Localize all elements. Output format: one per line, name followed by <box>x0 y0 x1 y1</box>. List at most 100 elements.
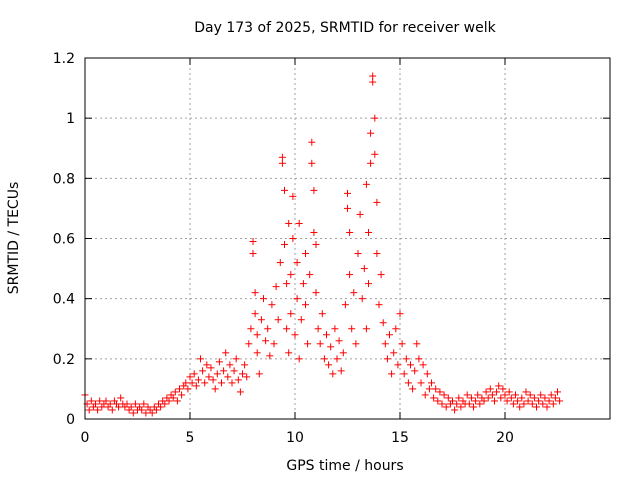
data-point <box>230 367 238 375</box>
data-point <box>318 310 326 318</box>
data-point <box>281 241 288 249</box>
data-point <box>488 391 496 399</box>
data-point <box>344 204 351 212</box>
y-tick-label: 0 <box>66 412 75 428</box>
data-point <box>362 325 370 333</box>
data-point <box>417 379 425 387</box>
data-point <box>331 325 339 333</box>
data-point <box>295 219 303 227</box>
data-point <box>398 340 406 348</box>
data-point <box>255 370 263 378</box>
data-point <box>209 376 217 384</box>
data-point <box>287 271 295 279</box>
data-point <box>178 391 186 399</box>
data-point <box>467 394 475 402</box>
data-point <box>554 388 561 396</box>
data-point <box>472 397 480 405</box>
data-point <box>289 235 297 242</box>
data-point <box>413 340 421 348</box>
data-points <box>81 72 564 417</box>
data-point <box>547 391 555 399</box>
data-point <box>367 159 375 167</box>
data-point <box>207 364 215 372</box>
data-point <box>194 376 202 384</box>
data-point <box>190 370 198 378</box>
data-point <box>407 361 414 369</box>
data-point <box>551 394 559 402</box>
data-point <box>522 388 530 396</box>
data-point <box>430 394 438 402</box>
data-point <box>220 367 228 375</box>
data-point <box>253 331 261 339</box>
data-point <box>358 295 366 303</box>
y-tick-label: 0.6 <box>53 232 75 248</box>
data-point <box>184 385 192 393</box>
data-point <box>484 394 492 402</box>
data-point <box>329 370 337 378</box>
data-point <box>108 406 116 414</box>
x-tick-label: 5 <box>186 430 195 446</box>
data-point <box>316 340 324 348</box>
data-point <box>388 370 396 378</box>
data-point <box>377 271 385 279</box>
data-point <box>470 403 477 411</box>
data-point <box>505 388 513 396</box>
data-point <box>176 385 183 393</box>
data-point <box>367 129 375 137</box>
data-point <box>310 228 318 236</box>
data-point <box>281 186 288 194</box>
data-point <box>526 391 534 399</box>
data-point <box>192 382 200 390</box>
data-point <box>222 349 230 357</box>
data-point <box>138 406 146 414</box>
data-point <box>148 409 156 417</box>
data-point <box>234 376 242 384</box>
y-tick-label: 0.8 <box>53 171 75 187</box>
data-point <box>228 379 236 387</box>
y-tick-label: 0.2 <box>53 352 75 368</box>
data-point <box>291 331 299 339</box>
data-point <box>312 289 320 297</box>
x-tick-label: 10 <box>286 430 304 446</box>
data-point <box>236 388 244 396</box>
data-point <box>285 219 293 227</box>
data-point <box>375 301 383 309</box>
data-point <box>411 367 419 375</box>
data-point <box>360 265 368 273</box>
data-point <box>323 331 330 339</box>
data-point <box>127 403 135 411</box>
data-point <box>260 295 267 303</box>
data-point <box>514 397 522 405</box>
data-point <box>449 397 456 405</box>
data-point <box>501 391 509 399</box>
data-point <box>379 319 387 327</box>
data-point <box>131 400 139 408</box>
data-point <box>371 150 379 158</box>
chart-title: Day 173 of 2025, SRMTID for receiver wel… <box>194 20 496 36</box>
data-point <box>123 400 131 408</box>
data-point <box>278 159 286 167</box>
data-point <box>94 406 102 414</box>
data-point <box>539 400 547 408</box>
data-point <box>369 72 377 80</box>
data-point <box>299 280 307 288</box>
data-point <box>549 400 557 408</box>
data-point <box>463 391 471 399</box>
data-point <box>394 361 402 369</box>
data-point <box>383 355 391 363</box>
x-axis-label: GPS time / hours <box>286 458 403 474</box>
data-point <box>428 379 435 387</box>
data-point <box>287 310 295 318</box>
data-point <box>266 352 274 360</box>
data-point <box>239 370 246 378</box>
data-point <box>440 391 448 399</box>
data-point <box>169 394 177 402</box>
data-point <box>451 406 459 414</box>
data-point <box>115 403 123 411</box>
y-tick-label: 1 <box>66 111 75 127</box>
data-point <box>438 400 446 408</box>
data-point <box>341 301 349 309</box>
data-point <box>396 310 404 318</box>
data-point <box>165 397 173 405</box>
data-point <box>161 400 169 408</box>
